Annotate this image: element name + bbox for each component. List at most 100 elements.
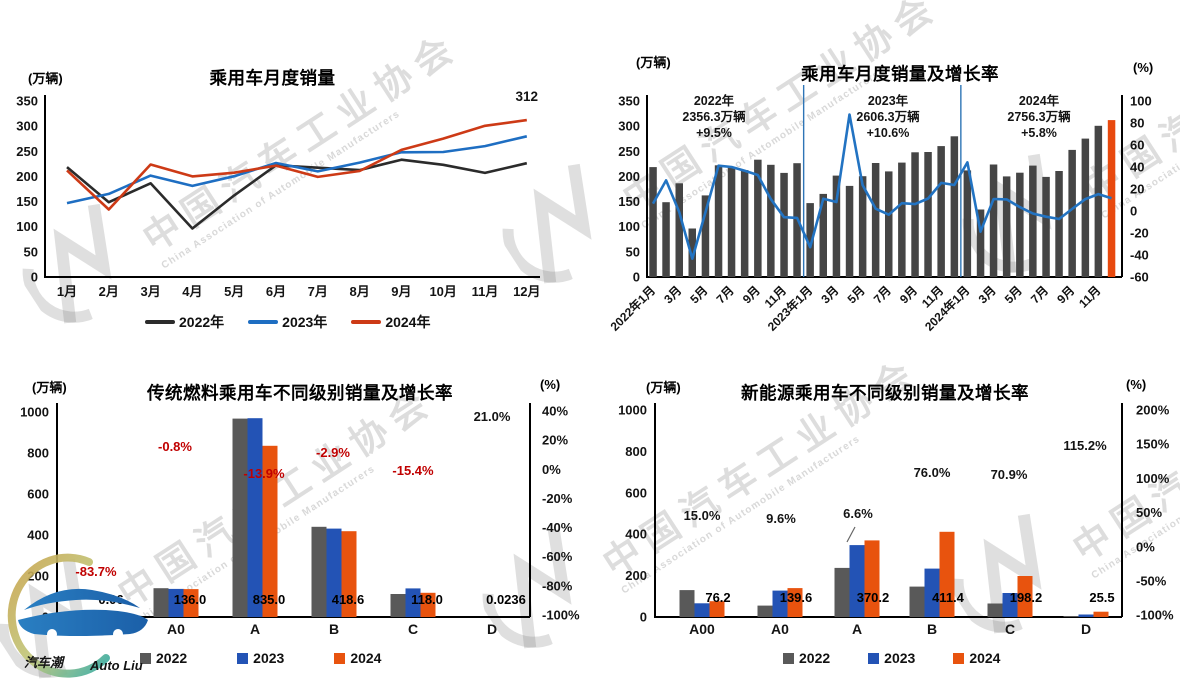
- legend-label: 2024年: [385, 312, 430, 332]
- value-label: 139.6: [780, 590, 813, 605]
- svg-text:7月: 7月: [871, 283, 894, 306]
- series-2023年: [67, 136, 527, 203]
- svg-text:A00: A00: [689, 621, 715, 637]
- car-swoosh-logo-icon: 汽车潮 Auto Liu: [0, 540, 174, 685]
- bar: [898, 163, 906, 277]
- legend-label: 2023: [253, 650, 284, 666]
- svg-text:5月: 5月: [845, 283, 868, 306]
- svg-text:60: 60: [1130, 138, 1144, 153]
- svg-text:800: 800: [625, 444, 647, 459]
- svg-text:5月: 5月: [1002, 283, 1025, 306]
- svg-text:C: C: [408, 621, 418, 637]
- svg-text:1000: 1000: [20, 405, 49, 420]
- svg-text:20%: 20%: [542, 433, 568, 448]
- svg-text:9月: 9月: [391, 284, 411, 299]
- svg-text:D: D: [1081, 621, 1091, 637]
- growth-label: 6.6%: [843, 506, 873, 521]
- svg-text:A0: A0: [771, 621, 789, 637]
- value-label: 198.2: [1010, 590, 1043, 605]
- svg-text:A: A: [852, 621, 862, 637]
- svg-text:50: 50: [24, 244, 38, 259]
- label-connector: [847, 527, 855, 542]
- svg-text:9月: 9月: [740, 283, 763, 306]
- bar-2023-A: [248, 418, 263, 617]
- legend-swatch: [334, 653, 345, 664]
- bar: [937, 146, 945, 277]
- svg-text:3月: 3月: [140, 284, 160, 299]
- growth-label: 21.0%: [474, 409, 511, 424]
- value-label: 835.0: [253, 592, 286, 607]
- legend-label: 2023年: [282, 312, 327, 332]
- bar-2024-D: [1094, 612, 1109, 617]
- svg-text:7月: 7月: [1028, 283, 1051, 306]
- bar-2022-C: [988, 604, 1003, 617]
- svg-text:-20%: -20%: [542, 491, 573, 506]
- svg-text:-100%: -100%: [542, 607, 580, 622]
- svg-text:5月: 5月: [687, 283, 710, 306]
- axes: [45, 95, 540, 277]
- svg-text:-60%: -60%: [542, 549, 573, 564]
- value-label: 136.0: [174, 592, 207, 607]
- svg-text:9月: 9月: [1054, 283, 1077, 306]
- svg-text:20: 20: [1130, 182, 1144, 197]
- series-2024年: [67, 120, 527, 209]
- legend: 2022 2023 2024: [783, 650, 1000, 666]
- legend-item-2023年: 2023年: [248, 312, 327, 332]
- legend-item-2022: 2022: [783, 650, 830, 666]
- bar-2022-B: [910, 587, 925, 617]
- svg-text:2022年: 2022年: [694, 93, 735, 108]
- bar: [1082, 139, 1090, 277]
- bar: [741, 170, 749, 277]
- legend-item-2024年: 2024年: [351, 312, 430, 332]
- bar-2023-D: [1079, 615, 1094, 617]
- bar: [662, 202, 670, 277]
- bar-2022-C: [391, 594, 406, 617]
- svg-text:300: 300: [618, 119, 640, 134]
- legend-item-2023: 2023: [868, 650, 915, 666]
- svg-text:150: 150: [16, 194, 38, 209]
- svg-text:-100%: -100%: [1136, 608, 1174, 623]
- svg-text:7月: 7月: [308, 284, 328, 299]
- svg-text:0%: 0%: [1136, 539, 1155, 554]
- bar-2023-A00: [695, 603, 710, 617]
- svg-text:3月: 3月: [661, 283, 684, 306]
- legend-swatch: [953, 653, 964, 664]
- growth-label: -13.9%: [243, 466, 285, 481]
- growth-label: 115.2%: [1063, 438, 1107, 453]
- svg-text:2023年: 2023年: [868, 93, 909, 108]
- value-label: 418.6: [332, 592, 365, 607]
- bar: [951, 136, 959, 277]
- bar: [1055, 171, 1063, 277]
- svg-text:B: B: [927, 621, 937, 637]
- svg-text:1月: 1月: [57, 284, 77, 299]
- svg-text:200: 200: [625, 568, 647, 583]
- svg-text:350: 350: [16, 94, 38, 109]
- svg-text:B: B: [329, 621, 339, 637]
- svg-text:A: A: [250, 621, 260, 637]
- svg-text:250: 250: [618, 144, 640, 159]
- svg-text:+9.5%: +9.5%: [696, 126, 732, 140]
- legend-item-2023: 2023: [237, 650, 284, 666]
- growth-label: 9.6%: [766, 511, 796, 526]
- legend-swatch: [868, 653, 879, 664]
- svg-text:800: 800: [27, 446, 49, 461]
- bar: [872, 163, 880, 277]
- svg-text:2356.3万辆: 2356.3万辆: [682, 109, 746, 124]
- svg-text:150: 150: [618, 194, 640, 209]
- svg-text:0: 0: [640, 610, 647, 625]
- value-label: 0.0236: [486, 592, 526, 607]
- bar: [1068, 150, 1076, 277]
- svg-text:9月: 9月: [897, 283, 920, 306]
- bar: [767, 165, 775, 277]
- growth-label: -0.8%: [158, 439, 192, 454]
- svg-text:100: 100: [16, 219, 38, 234]
- svg-text:11月: 11月: [472, 284, 499, 299]
- legend-item-2024: 2024: [953, 650, 1000, 666]
- svg-text:250: 250: [16, 144, 38, 159]
- bar: [924, 152, 932, 277]
